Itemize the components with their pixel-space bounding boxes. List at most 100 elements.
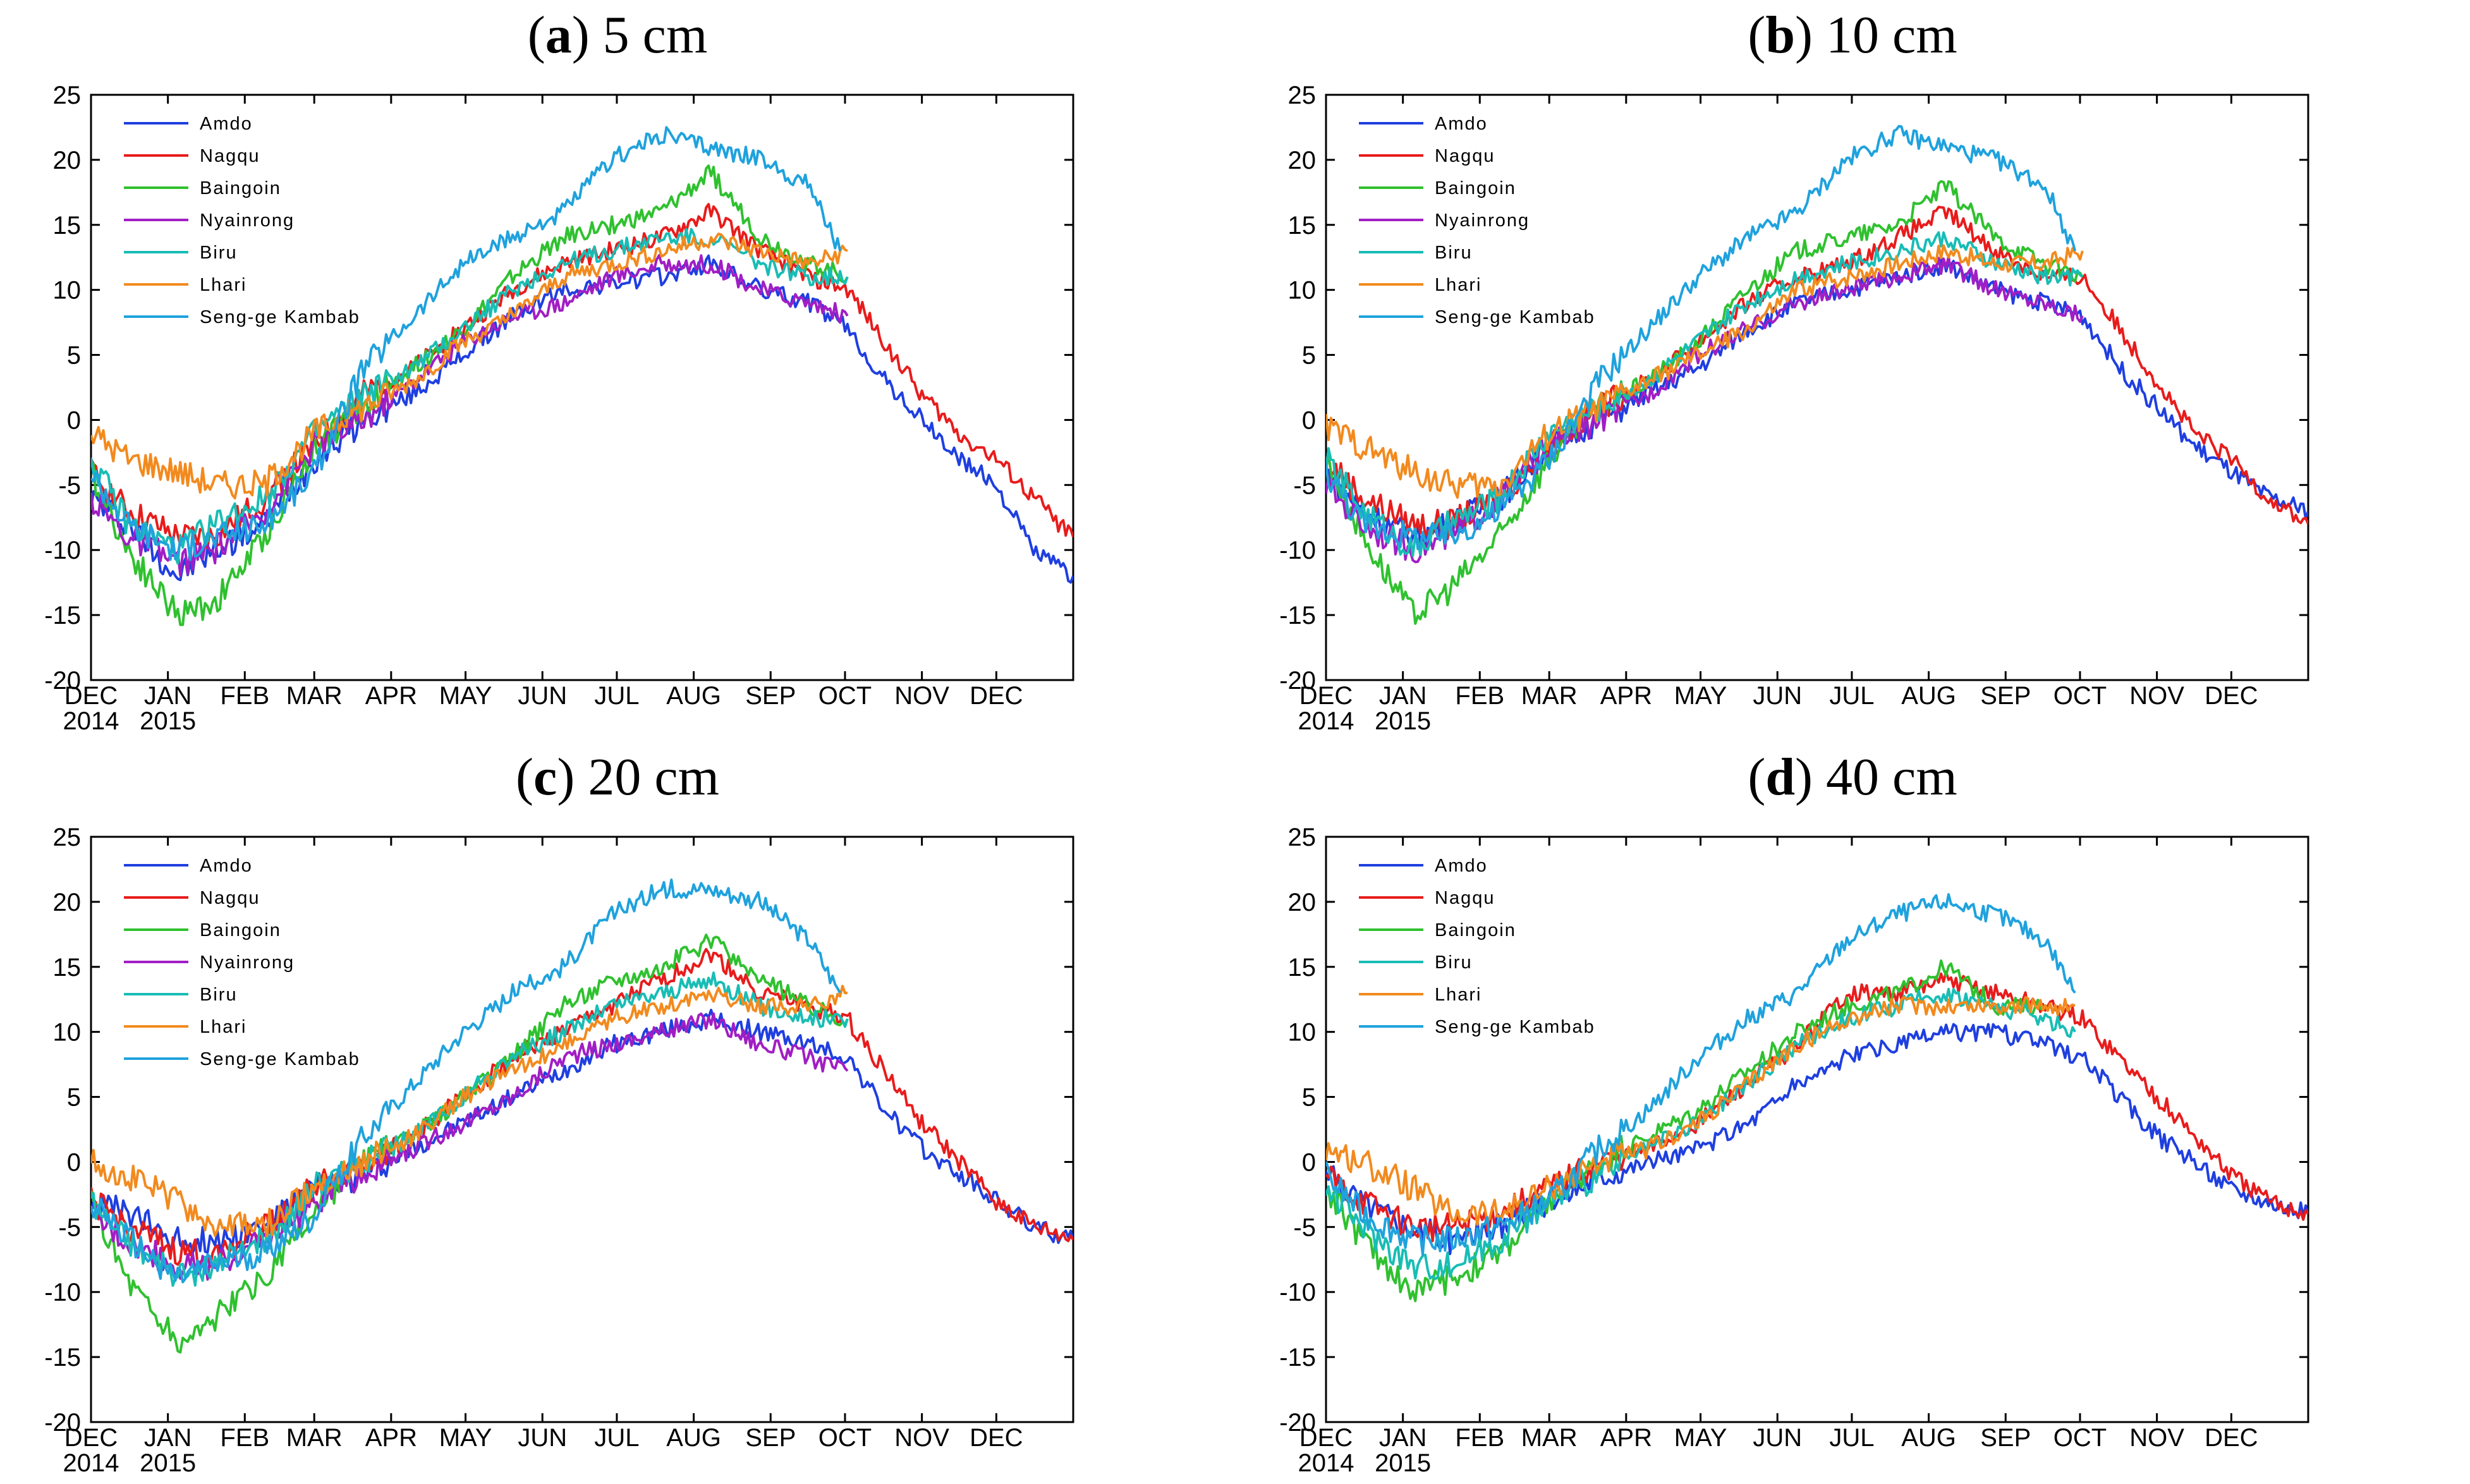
x-tick-label: OCT xyxy=(818,1424,872,1452)
series-line-baingoin xyxy=(1326,179,2084,625)
legend-label: Nyainrong xyxy=(1435,210,1530,231)
series-line-biru xyxy=(1326,231,2084,557)
panel-b-letter: b xyxy=(1765,6,1796,64)
legend-label: Baingoin xyxy=(200,920,281,940)
x-tick-label: AUG xyxy=(1901,682,1956,710)
x-tick-label: NOV xyxy=(2129,1424,2184,1452)
year-label: 2015 xyxy=(140,1449,196,1477)
panel-d-letter: d xyxy=(1765,748,1796,806)
y-tick-label: -20 xyxy=(1279,1409,1316,1437)
legend-label: Lhari xyxy=(1435,985,1482,1005)
x-tick-label: SEP xyxy=(1980,1424,2031,1452)
panel-c-title: (c) 20 cm xyxy=(516,748,719,806)
y-tick-label: 25 xyxy=(1288,82,1317,109)
year-label: 2015 xyxy=(140,707,196,735)
x-tick-label: DEC xyxy=(64,682,118,710)
series-line-lhari xyxy=(91,985,848,1238)
legend-label: Lhari xyxy=(200,1017,247,1037)
y-tick-label: -10 xyxy=(1279,1279,1316,1306)
legend-label: Amdo xyxy=(1435,856,1488,876)
y-tick-label: 5 xyxy=(67,342,81,370)
legend-label: Baingoin xyxy=(200,178,281,198)
x-tick-label: APR xyxy=(1600,682,1652,710)
panel-d-chart: -20 -15 -10 -5 0 5 10 15 20 25 DEC JAN FEB MAR APR MAY J… xyxy=(1279,824,2309,1477)
legend-label: Seng-ge Kambab xyxy=(1435,1017,1595,1037)
series-line-nagqu xyxy=(1326,205,2308,540)
y-tick-label: 10 xyxy=(53,277,82,305)
x-tick-label: DEC xyxy=(970,682,1023,710)
y-tick-label: 5 xyxy=(1302,342,1316,370)
year-label: 2015 xyxy=(1375,707,1431,735)
x-tick-label: OCT xyxy=(2053,1424,2107,1452)
legend-label: Biru xyxy=(200,243,238,263)
series-line-lhari xyxy=(1326,244,2084,499)
series-line-seng-ge-kambab xyxy=(1326,125,2077,550)
series-line-seng-ge-kambab xyxy=(1326,893,2076,1256)
series-line-lhari xyxy=(1326,996,2076,1226)
x-tick-label: APR xyxy=(365,682,417,710)
x-tick-label: SEP xyxy=(745,1424,796,1452)
x-tick-label: MAY xyxy=(1674,682,1727,710)
y-tick-label: 5 xyxy=(1302,1084,1316,1112)
y-tick-label: -20 xyxy=(44,1409,81,1437)
x-tick-label: DEC xyxy=(2205,1424,2258,1452)
y-tick-label: -20 xyxy=(1279,667,1316,695)
legend-label: Amdo xyxy=(1435,114,1488,134)
year-label: 2014 xyxy=(63,707,119,735)
y-tick-label: 15 xyxy=(53,212,82,240)
panel-c: (c) 20 cm -20 -15 -10 -5 0 5 10 15 20 25 DEC JAN FEB… xyxy=(0,742,1235,1484)
x-tick-label: JUN xyxy=(518,1424,567,1452)
y-tick-label: -10 xyxy=(44,537,81,564)
legend-label: Baingoin xyxy=(1435,920,1516,940)
legend-label: Nagqu xyxy=(200,146,260,166)
y-tick-label: 10 xyxy=(1288,1019,1317,1047)
legend-label: Nagqu xyxy=(200,888,260,908)
legend-label: Nagqu xyxy=(1435,146,1495,166)
x-tick-label: MAY xyxy=(439,1424,492,1452)
legend-label: Biru xyxy=(1435,952,1473,973)
x-tick-label: MAR xyxy=(1521,1424,1578,1452)
x-tick-label: OCT xyxy=(2053,682,2107,710)
y-tick-label: 0 xyxy=(67,406,81,434)
y-tick-label: 20 xyxy=(53,889,82,916)
x-tick-label: DEC xyxy=(1299,682,1353,710)
panel-a-letter: a xyxy=(545,6,572,64)
panel-c-chart: -20 -15 -10 -5 0 5 10 15 20 25 DEC JAN FEB MAR APR MAY J… xyxy=(44,824,1074,1477)
y-tick-label: -5 xyxy=(1293,1213,1316,1241)
series-line-lhari xyxy=(91,233,848,500)
x-tick-label: JAN xyxy=(1379,1424,1427,1452)
x-tick-label: JUL xyxy=(1829,682,1874,710)
x-tick-label: AUG xyxy=(666,682,721,710)
legend-label: Lhari xyxy=(200,275,247,295)
year-label: 2014 xyxy=(63,1449,119,1477)
panel-a-depth: 5 cm xyxy=(602,6,708,64)
y-tick-label: 20 xyxy=(53,147,82,174)
panel-b-chart: -20 -15 -10 -5 0 5 10 15 20 25 DEC JAN FEB MAR APR MAY J… xyxy=(1279,82,2309,735)
series-line-amdo xyxy=(91,254,1073,584)
y-tick-label: 25 xyxy=(1288,824,1317,851)
panel-a-chart: -20 -15 -10 -5 0 5 10 15 20 25 DEC JAN FEB MAR APR MAY J… xyxy=(44,82,1074,735)
x-tick-label: JUN xyxy=(1753,682,1802,710)
y-tick-label: 15 xyxy=(53,954,82,982)
x-tick-label: APR xyxy=(1600,1424,1652,1452)
x-tick-label: DEC xyxy=(970,1424,1023,1452)
x-tick-label: DEC xyxy=(1299,1424,1353,1452)
series-line-nyainrong xyxy=(91,254,849,577)
series-line-amdo xyxy=(1326,1023,2308,1255)
series-line-amdo xyxy=(91,1009,1073,1254)
x-tick-label: AUG xyxy=(666,1424,721,1452)
year-label: 2015 xyxy=(1375,1449,1431,1477)
y-tick-label: 0 xyxy=(1302,406,1316,434)
panel-d-title: (d) 40 cm xyxy=(1748,748,1957,806)
x-tick-label: NOV xyxy=(894,1424,949,1452)
legend-label: Biru xyxy=(1435,243,1473,263)
series-line-baingoin xyxy=(1326,959,2046,1303)
x-tick-label: FEB xyxy=(1455,1424,1504,1452)
series-line-seng-ge-kambab xyxy=(91,879,841,1284)
y-tick-label: 15 xyxy=(1288,212,1317,240)
panel-d-depth: 40 cm xyxy=(1826,748,1957,806)
x-tick-label: JAN xyxy=(144,682,192,710)
y-tick-label: 15 xyxy=(1288,954,1317,982)
panel-a: (a) 5 cm -20 -15 -10 -5 0 5 10 15 20 25 DEC JAN FEB M… xyxy=(0,0,1235,742)
y-tick-label: 10 xyxy=(53,1019,82,1047)
